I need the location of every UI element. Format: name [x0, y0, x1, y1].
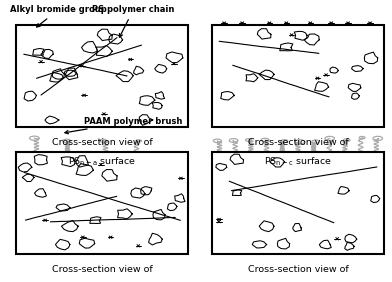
- Bar: [16, 152, 188, 254]
- Text: Cross-section view of: Cross-section view of: [51, 138, 152, 147]
- Bar: [212, 152, 384, 254]
- Bar: [212, 152, 384, 254]
- Bar: [16, 25, 188, 127]
- Text: PS polymer chain: PS polymer chain: [92, 5, 174, 37]
- Bar: [16, 152, 188, 254]
- Text: PS$_{\mathregular{n-c}}$ surface: PS$_{\mathregular{n-c}}$ surface: [264, 155, 332, 168]
- Text: Alkyl bromide group: Alkyl bromide group: [10, 5, 107, 27]
- Bar: [212, 25, 384, 127]
- Text: PS$_{\mathregular{n-a}}$ surface: PS$_{\mathregular{n-a}}$ surface: [68, 155, 136, 168]
- Bar: [16, 25, 188, 127]
- Bar: [212, 25, 384, 127]
- Text: Cross-section view of: Cross-section view of: [247, 138, 348, 147]
- Text: Cross-section view of: Cross-section view of: [247, 265, 348, 274]
- Text: PAAM polymer brush: PAAM polymer brush: [65, 117, 183, 134]
- Text: Cross-section view of: Cross-section view of: [51, 265, 152, 274]
